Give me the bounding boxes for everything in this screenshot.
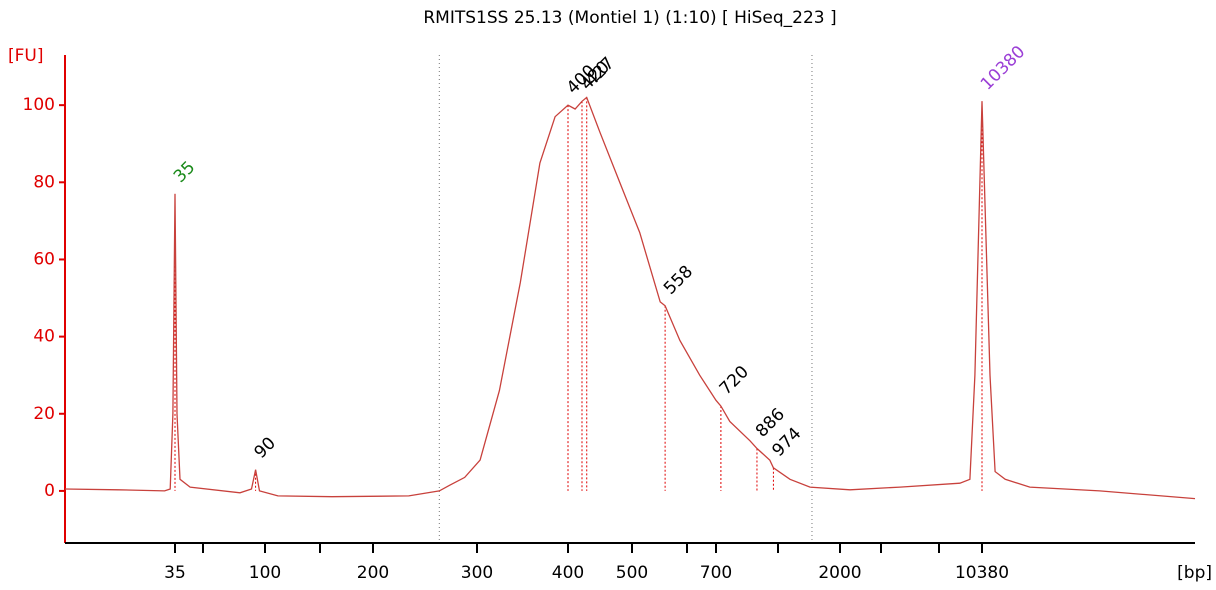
peak-label: 558 [660,262,697,299]
y-tick-label: 100 [23,95,55,115]
x-tick-label: 700 [700,563,732,583]
x-tick-label: 100 [249,563,281,583]
x-tick-label: 400 [552,563,584,583]
chart-title: RMITS1SS 25.13 (Montiel 1) (1:10) [ HiSe… [423,8,836,28]
y-tick-label: 80 [33,172,55,192]
x-tick-label: 500 [616,563,648,583]
y-axis-label: [FU] [8,46,44,66]
x-axis-label: [bp] [1177,563,1212,583]
peak-label: 10380 [977,42,1029,94]
peak-label: 90 [251,433,280,462]
peak-label: 35 [170,158,199,187]
x-tick-label: 10380 [955,563,1009,583]
y-tick-label: 20 [33,404,55,424]
x-tick-label: 35 [164,563,186,583]
x-tick-label: 2000 [818,563,861,583]
x-tick-label: 300 [461,563,493,583]
peak-label: 720 [716,362,753,399]
y-tick-label: 40 [33,327,55,347]
y-tick-label: 0 [44,481,55,501]
y-tick-label: 60 [33,249,55,269]
trace [64,96,1196,500]
x-tick-label: 200 [357,563,389,583]
